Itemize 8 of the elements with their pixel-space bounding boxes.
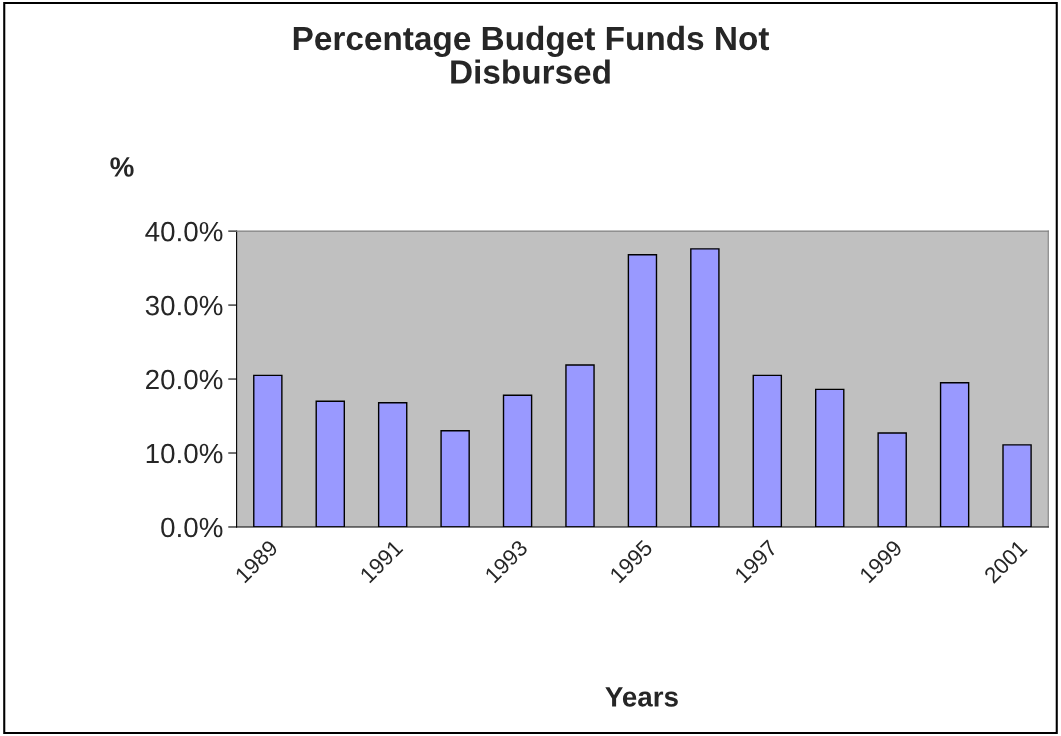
x-axis-title: Years: [605, 687, 678, 707]
y-tick-label: 20.0%: [146, 369, 223, 390]
chart-title: Percentage Budget Funds Not Disbursed: [293, 25, 770, 84]
y-tick-label: 40.0%: [145, 221, 223, 242]
y-tick-label: 30.0%: [145, 295, 223, 316]
y-tick-label: 10.0%: [146, 443, 223, 464]
y-axis-title: %: [110, 157, 134, 177]
y-tick-label: 0.0%: [161, 517, 223, 538]
